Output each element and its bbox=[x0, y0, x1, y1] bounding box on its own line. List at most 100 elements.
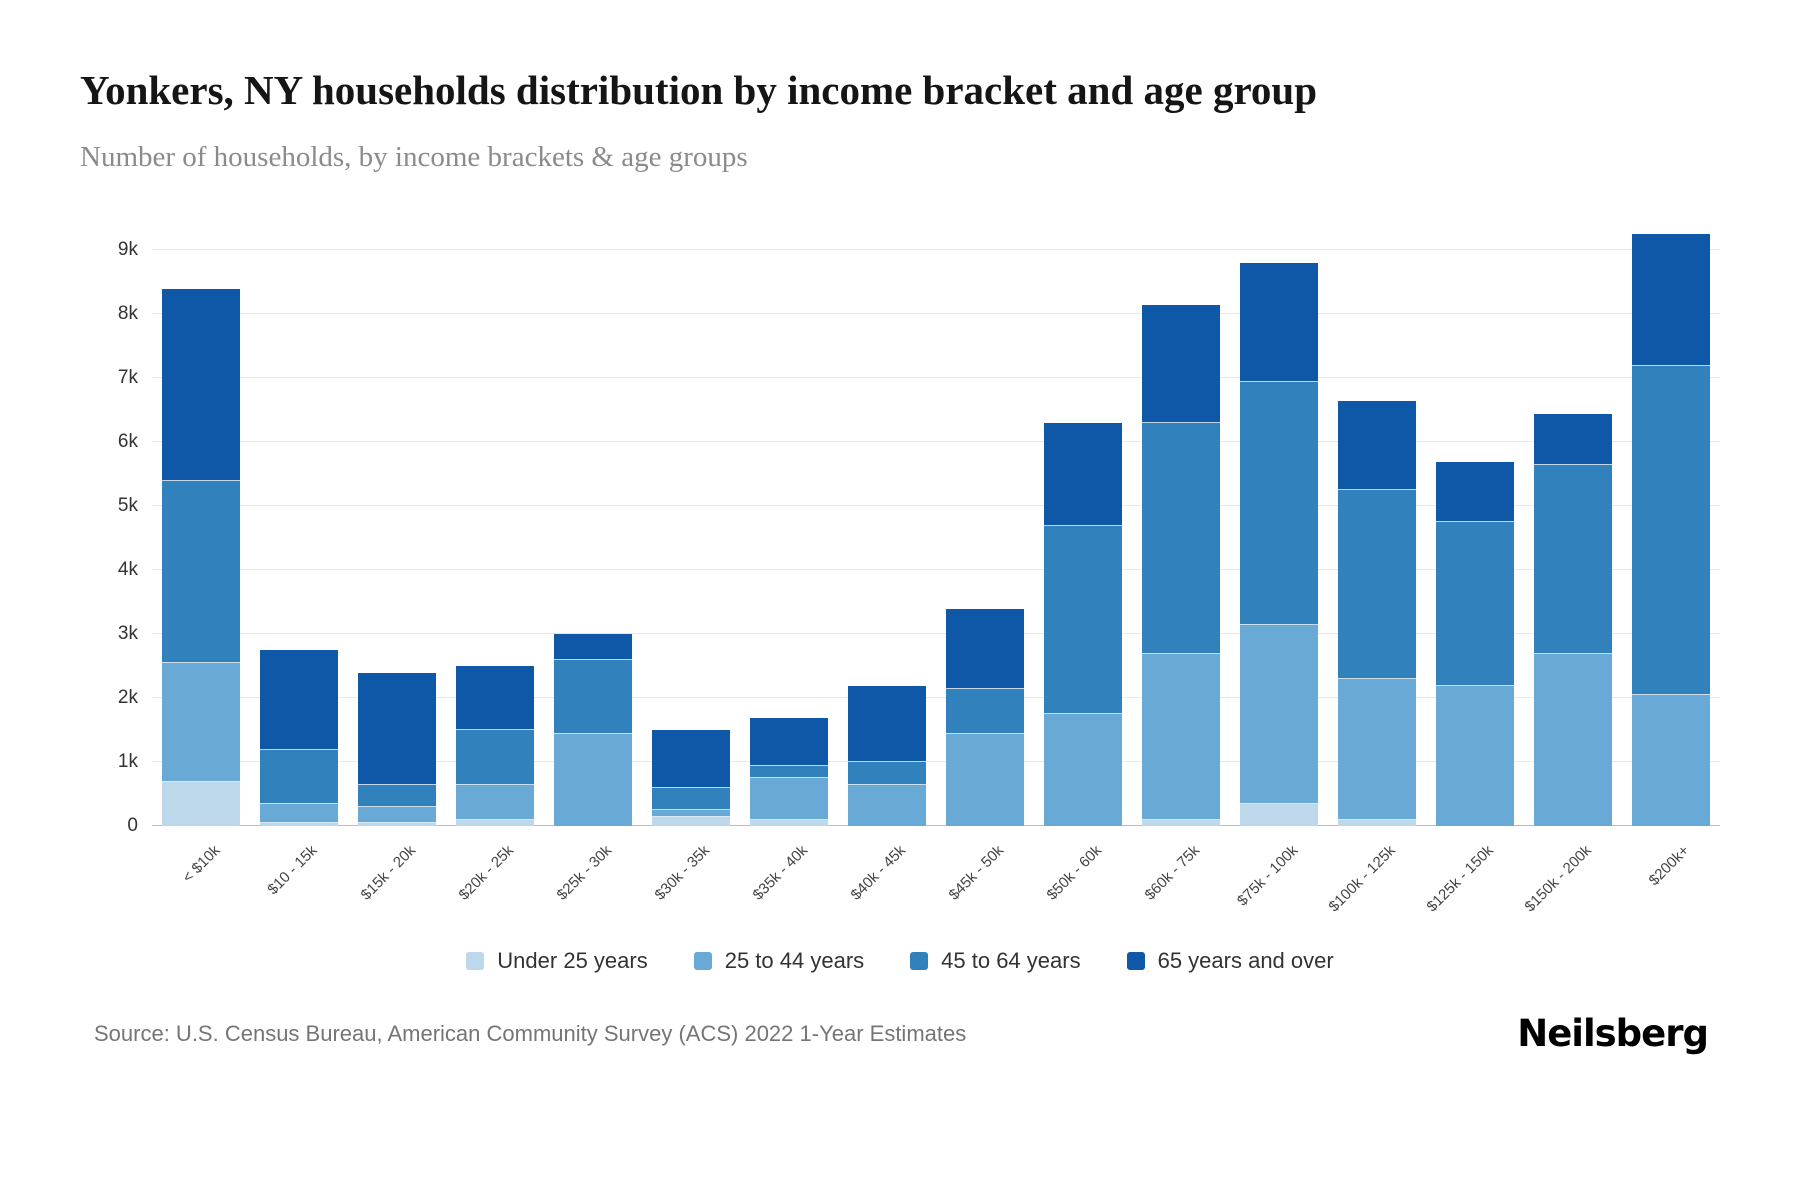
bar-segment bbox=[455, 820, 535, 827]
x-tick: $20k - 25k bbox=[446, 826, 544, 944]
x-tick: $125k - 150k bbox=[1423, 826, 1524, 944]
bar-segment bbox=[749, 778, 829, 820]
bar-stack bbox=[651, 730, 731, 827]
x-tick-label: $40k - 45k bbox=[847, 842, 910, 904]
x-tick-label: $200k+ bbox=[1645, 842, 1694, 890]
x-tick-label: $125k - 150k bbox=[1423, 842, 1498, 916]
bar-segment bbox=[945, 688, 1025, 734]
bar-segment bbox=[1141, 304, 1221, 424]
legend-swatch bbox=[1126, 952, 1145, 971]
y-tick-label: 0 bbox=[127, 815, 138, 837]
bar-slot bbox=[152, 226, 250, 827]
x-tick: $200k+ bbox=[1622, 826, 1720, 944]
bar-slot bbox=[1230, 226, 1328, 827]
bar-stack bbox=[259, 650, 339, 827]
x-tick: $100k - 125k bbox=[1325, 826, 1426, 944]
x-tick: $50k - 60k bbox=[1034, 826, 1132, 944]
bar-stack bbox=[161, 288, 241, 827]
gridline bbox=[152, 313, 1720, 315]
gridline bbox=[152, 633, 1720, 635]
x-tick-label: $45k - 50k bbox=[945, 842, 1008, 904]
bar-segment bbox=[1239, 624, 1319, 804]
bar-slot bbox=[1132, 226, 1230, 827]
x-tick: $60k - 75k bbox=[1132, 826, 1230, 944]
x-tick-label: $20k - 25k bbox=[455, 842, 518, 904]
bar-segment bbox=[1533, 653, 1613, 827]
bar-slot bbox=[544, 226, 642, 827]
bar-segment bbox=[749, 765, 829, 779]
gridline bbox=[152, 505, 1720, 507]
x-tick: $30k - 35k bbox=[642, 826, 740, 944]
bar-segment bbox=[1631, 365, 1711, 696]
bar-slot bbox=[1328, 226, 1426, 827]
gridline bbox=[152, 825, 1720, 827]
chart-subtitle: Number of households, by income brackets… bbox=[80, 141, 748, 174]
bar-segment bbox=[651, 816, 731, 827]
x-tick-label: $100k - 125k bbox=[1325, 842, 1400, 916]
bar-slot bbox=[838, 226, 936, 827]
gridline bbox=[152, 697, 1720, 699]
bar-segment bbox=[1533, 464, 1613, 654]
bar-segment bbox=[1435, 522, 1515, 686]
legend-swatch bbox=[910, 952, 929, 971]
bar-segment bbox=[455, 666, 535, 731]
bar-segment bbox=[945, 733, 1025, 827]
bar-segment bbox=[651, 730, 731, 789]
bar-segment bbox=[259, 650, 339, 750]
bar-segment bbox=[553, 660, 633, 734]
bar-segment bbox=[357, 823, 437, 827]
bar-stack bbox=[357, 672, 437, 827]
x-tick-label: < $10k bbox=[178, 842, 224, 887]
bar-segment bbox=[1631, 695, 1711, 827]
legend-swatch bbox=[466, 952, 485, 971]
bar-segment bbox=[1239, 381, 1319, 625]
chart-title: Yonkers, NY households distribution by i… bbox=[80, 67, 1318, 113]
bar-segment bbox=[357, 784, 437, 808]
bar-segment bbox=[1043, 423, 1123, 526]
bar-slot bbox=[1622, 226, 1720, 827]
bar-segment bbox=[1239, 263, 1319, 382]
bar-segment bbox=[259, 804, 339, 824]
y-tick-label: 4k bbox=[117, 559, 138, 581]
bar-slot bbox=[1426, 226, 1524, 827]
bar-segment bbox=[161, 781, 241, 827]
bar-segment bbox=[259, 749, 339, 805]
legend-item: 65 years and over bbox=[1126, 948, 1334, 974]
legend-item: 25 to 44 years bbox=[693, 948, 864, 974]
legend-item: Under 25 years bbox=[466, 948, 648, 974]
bar-segment bbox=[1533, 413, 1613, 465]
bar-segment bbox=[357, 807, 437, 824]
bar-stack bbox=[553, 634, 633, 827]
y-tick-label: 1k bbox=[117, 751, 138, 773]
y-tick-label: 2k bbox=[117, 687, 138, 709]
plot-column: < $10k $10 - 15k $15k - 20k $20k - 25k $25k … bbox=[152, 226, 1720, 944]
legend-label: Under 25 years bbox=[497, 948, 648, 974]
x-tick-label: $75k - 100k bbox=[1233, 842, 1302, 910]
x-tick: $45k - 50k bbox=[936, 826, 1034, 944]
bar-segment bbox=[1239, 804, 1319, 827]
legend-swatch bbox=[693, 952, 712, 971]
bar-segment bbox=[259, 823, 339, 827]
bar-stack bbox=[1043, 423, 1123, 827]
x-tick: $35k - 40k bbox=[740, 826, 838, 944]
x-tick: $75k - 100k bbox=[1230, 826, 1328, 944]
bar-segment bbox=[749, 717, 829, 766]
stacked-bar-chart: 0 1k 2k 3k 4k 5k 6k 7k 8k 9k < $10k $10 - 15k $15k … bbox=[80, 226, 1720, 944]
bar-segment bbox=[1337, 400, 1417, 491]
bar-stack bbox=[1435, 461, 1515, 827]
y-tick-label: 7k bbox=[117, 367, 138, 389]
bar-slot bbox=[936, 226, 1034, 827]
bar-slot bbox=[1524, 226, 1622, 827]
bars-row bbox=[152, 226, 1720, 827]
bar-segment bbox=[1337, 820, 1417, 827]
x-tick-label: $10 - 15k bbox=[264, 842, 322, 899]
bar-segment bbox=[161, 480, 241, 664]
bar-stack bbox=[945, 608, 1025, 827]
bar-segment bbox=[1043, 525, 1123, 715]
y-tick-label: 3k bbox=[117, 623, 138, 645]
bar-segment bbox=[847, 685, 927, 763]
x-tick-label: $60k - 75k bbox=[1141, 842, 1204, 904]
bar-segment bbox=[553, 733, 633, 827]
x-tick: $150k - 200k bbox=[1522, 826, 1622, 944]
